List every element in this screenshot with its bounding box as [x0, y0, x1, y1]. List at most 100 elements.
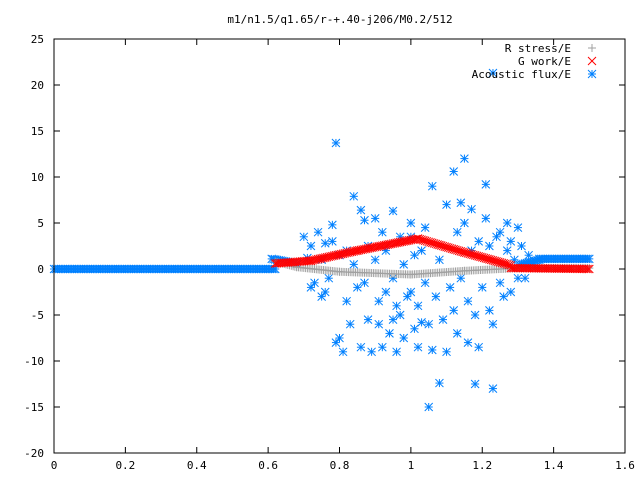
data-point	[377, 241, 387, 251]
data-point	[449, 167, 459, 176]
legend-marker	[587, 56, 597, 66]
x-tick-label: 0	[51, 459, 58, 472]
data-point	[397, 237, 407, 247]
data-point	[328, 237, 337, 246]
data-point	[331, 338, 341, 347]
data-point	[431, 292, 441, 301]
data-point	[460, 248, 469, 257]
data-point	[324, 273, 334, 283]
data-point	[399, 260, 409, 269]
data-point	[470, 310, 480, 320]
data-point	[406, 235, 416, 245]
data-point	[395, 237, 405, 247]
data-point	[474, 252, 484, 261]
data-point	[474, 342, 484, 352]
data-marks	[49, 68, 594, 412]
data-point	[488, 319, 498, 329]
data-point	[351, 246, 360, 256]
data-point	[320, 287, 330, 297]
data-point	[320, 238, 330, 248]
data-point	[410, 324, 419, 334]
data-point	[413, 342, 423, 352]
data-point	[392, 347, 401, 357]
y-tick-label: -5	[31, 309, 44, 322]
data-point	[520, 273, 530, 283]
data-point	[390, 238, 400, 248]
data-point	[356, 245, 366, 255]
data-point	[377, 227, 387, 237]
data-point	[472, 251, 482, 261]
data-point	[499, 258, 509, 268]
data-point	[461, 248, 471, 258]
x-tick-label: 0.4	[187, 459, 207, 472]
data-point	[445, 283, 455, 292]
x-tick-label: 0.8	[330, 459, 350, 472]
data-point	[310, 278, 319, 288]
data-point	[313, 227, 323, 237]
data-point	[328, 251, 337, 261]
data-point	[335, 333, 344, 343]
data-point	[481, 180, 491, 189]
data-point	[463, 249, 473, 258]
data-point	[467, 250, 476, 259]
data-point	[513, 273, 523, 283]
data-point	[495, 257, 505, 267]
data-point	[370, 242, 380, 252]
x-tick-label: 1.6	[615, 459, 635, 472]
data-point	[490, 256, 500, 266]
data-point	[483, 254, 492, 264]
data-point	[420, 278, 430, 288]
data-point	[331, 138, 341, 148]
data-point	[306, 256, 316, 266]
data-point	[406, 218, 416, 228]
data-point	[488, 68, 498, 78]
data-point	[317, 254, 327, 263]
data-point	[349, 260, 359, 269]
data-point	[470, 251, 480, 260]
data-point	[331, 250, 341, 260]
data-point	[324, 252, 334, 262]
data-point	[420, 223, 430, 232]
data-point	[402, 236, 412, 246]
data-point	[524, 250, 533, 260]
data-point	[485, 255, 494, 264]
data-point	[377, 342, 387, 352]
data-point	[399, 333, 409, 343]
data-point	[499, 292, 509, 301]
data-point	[477, 283, 487, 292]
data-point	[463, 296, 473, 306]
data-point	[352, 283, 362, 292]
data-point	[506, 260, 516, 270]
data-point	[381, 240, 391, 250]
data-point	[506, 237, 516, 246]
data-point	[336, 249, 346, 259]
data-point	[506, 287, 516, 297]
y-tick-label: 10	[31, 171, 44, 184]
data-point	[452, 227, 462, 237]
x-tick-label: 1	[408, 459, 415, 472]
data-point	[345, 247, 355, 257]
data-point	[356, 205, 366, 215]
data-point	[304, 256, 314, 266]
data-point	[360, 244, 369, 254]
data-point	[344, 248, 353, 257]
data-point	[335, 250, 344, 259]
data-point	[465, 249, 475, 259]
y-tick-label: -15	[24, 401, 44, 414]
data-point	[376, 241, 385, 251]
data-point	[442, 347, 451, 357]
data-point	[349, 191, 359, 201]
data-point	[317, 292, 327, 301]
data-point	[435, 378, 444, 388]
data-point	[485, 306, 494, 315]
data-point	[370, 214, 380, 223]
data-point	[356, 342, 366, 352]
data-point	[306, 241, 316, 251]
y-tick-label: 0	[37, 263, 44, 276]
data-point	[367, 243, 376, 253]
data-point	[493, 257, 503, 267]
data-point	[488, 256, 498, 265]
legend-label: R stress/E	[505, 42, 571, 55]
data-point	[354, 245, 364, 255]
data-point	[410, 250, 419, 260]
